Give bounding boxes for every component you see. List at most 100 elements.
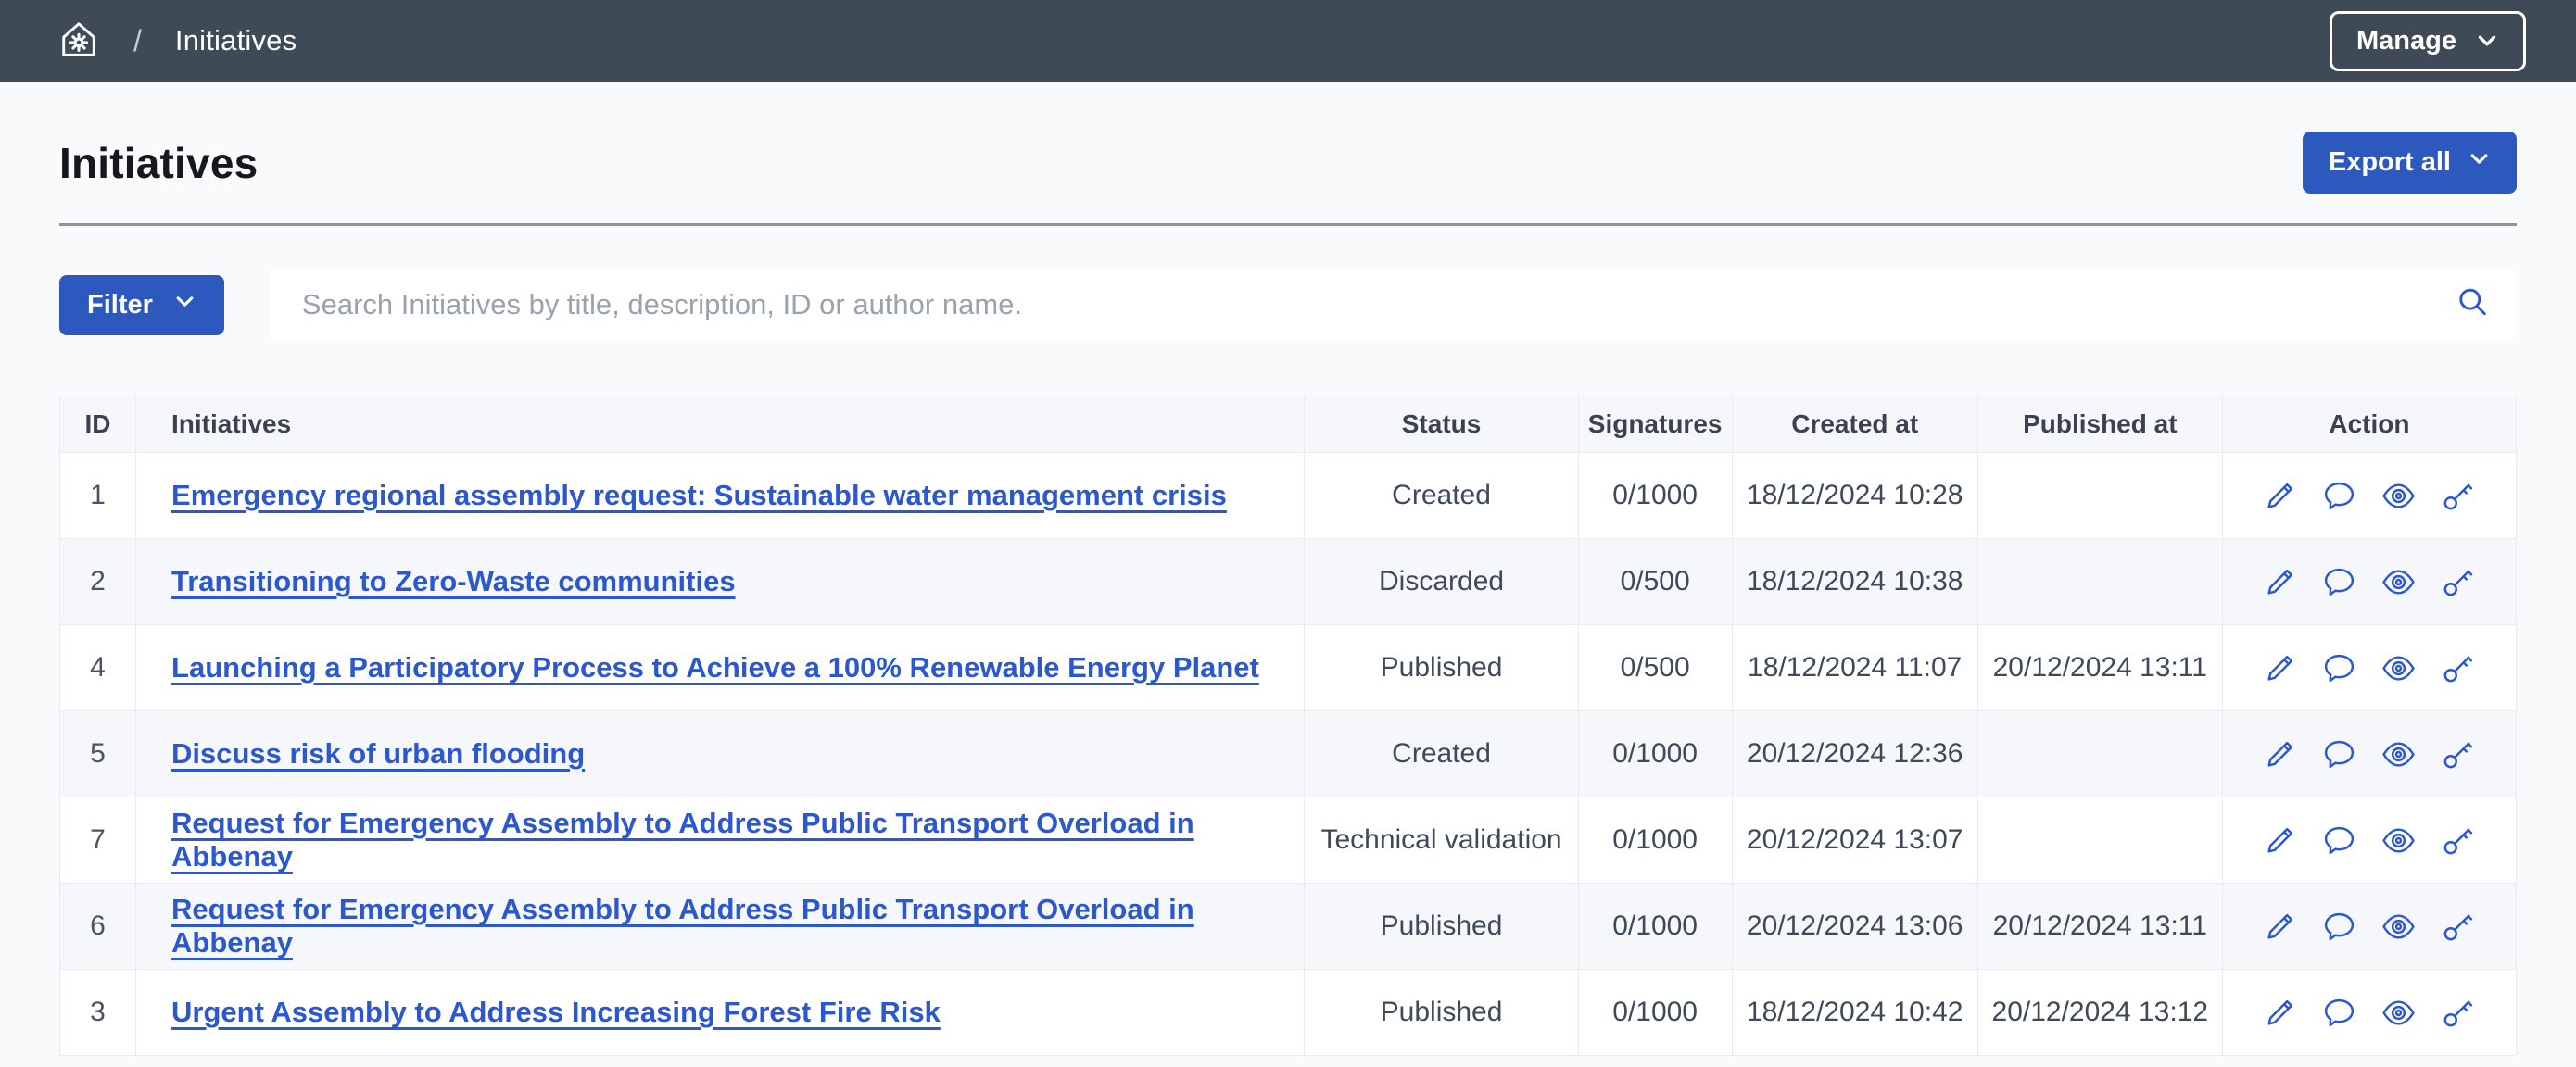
initiative-created-at: 20/12/2024 13:07 <box>1731 797 1978 884</box>
initiative-link[interactable]: Discuss risk of urban flooding <box>171 737 586 770</box>
action-buttons <box>2232 651 2507 685</box>
manage-button-label: Manage <box>2356 25 2456 56</box>
initiative-status: Published <box>1304 883 1579 970</box>
permissions-icon[interactable] <box>2441 479 2475 513</box>
export-all-button[interactable]: Export all <box>2302 132 2517 194</box>
preview-icon[interactable] <box>2381 565 2416 599</box>
column-header-status: Status <box>1304 395 1579 453</box>
edit-icon[interactable] <box>2263 565 2297 599</box>
preview-icon[interactable] <box>2381 823 2416 858</box>
initiative-signatures: 0/1000 <box>1577 969 1733 1056</box>
initiative-published-at: 20/12/2024 13:11 <box>1976 883 2223 970</box>
comment-icon[interactable] <box>2322 910 2356 944</box>
initiative-id: 6 <box>58 883 137 970</box>
comment-icon[interactable] <box>2322 479 2356 513</box>
comment-icon[interactable] <box>2322 565 2356 599</box>
edit-icon[interactable] <box>2263 479 2297 513</box>
permissions-icon[interactable] <box>2441 565 2475 599</box>
comment-icon[interactable] <box>2322 737 2356 772</box>
initiative-status: Discarded <box>1304 538 1579 625</box>
initiative-status: Technical validation <box>1304 797 1579 884</box>
initiative-created-at: 20/12/2024 13:06 <box>1731 883 1978 970</box>
action-buttons <box>2232 479 2507 513</box>
chevron-down-icon <box>2468 147 2491 178</box>
table-row: 5 Discuss risk of urban flooding Created… <box>58 710 2518 797</box>
action-buttons <box>2232 737 2507 772</box>
column-header-signatures: Signatures <box>1577 395 1733 453</box>
initiative-link[interactable]: Launching a Participatory Process to Ach… <box>171 651 1259 684</box>
edit-icon[interactable] <box>2263 737 2297 772</box>
title-divider <box>59 223 2517 226</box>
table-row: 2 Transitioning to Zero-Waste communitie… <box>58 538 2518 625</box>
initiatives-table: ID Initiatives Status Signatures Created… <box>58 395 2518 1056</box>
preview-icon[interactable] <box>2381 996 2416 1030</box>
initiative-created-at: 20/12/2024 12:36 <box>1731 710 1978 797</box>
initiative-created-at: 18/12/2024 10:38 <box>1731 538 1978 625</box>
initiative-link[interactable]: Request for Emergency Assembly to Addres… <box>171 807 1194 872</box>
preview-icon[interactable] <box>2381 737 2416 772</box>
search-icon[interactable] <box>2454 284 2491 326</box>
initiative-signatures: 0/500 <box>1577 624 1733 711</box>
search-input[interactable] <box>268 269 2517 341</box>
initiative-signatures: 0/1000 <box>1577 710 1733 797</box>
column-header-action: Action <box>2221 395 2518 453</box>
manage-button[interactable]: Manage <box>2330 10 2526 71</box>
initiative-link[interactable]: Emergency regional assembly request: Sus… <box>171 479 1227 511</box>
preview-icon[interactable] <box>2381 479 2416 513</box>
initiative-id: 7 <box>58 797 137 884</box>
column-header-initiatives: Initiatives <box>135 395 1306 453</box>
permissions-icon[interactable] <box>2441 910 2475 944</box>
initiative-status: Published <box>1304 624 1579 711</box>
chevron-down-icon <box>2475 29 2499 53</box>
edit-icon[interactable] <box>2263 996 2297 1030</box>
table-row: 7 Request for Emergency Assembly to Addr… <box>58 797 2518 884</box>
edit-icon[interactable] <box>2263 823 2297 858</box>
initiative-created-at: 18/12/2024 11:07 <box>1731 624 1978 711</box>
filter-button-label: Filter <box>87 289 153 320</box>
action-buttons <box>2232 910 2507 944</box>
initiative-signatures: 0/1000 <box>1577 797 1733 884</box>
permissions-icon[interactable] <box>2441 651 2475 685</box>
main-content: Initiatives Export all Filter <box>0 132 2576 1056</box>
admin-home-button[interactable] <box>57 19 100 64</box>
search-bar <box>268 269 2517 341</box>
initiative-status: Created <box>1304 452 1579 539</box>
initiative-published-at <box>1976 538 2223 625</box>
initiative-link[interactable]: Transitioning to Zero-Waste communities <box>171 565 736 597</box>
initiative-signatures: 0/1000 <box>1577 452 1733 539</box>
permissions-icon[interactable] <box>2441 996 2475 1030</box>
action-buttons <box>2232 996 2507 1030</box>
edit-icon[interactable] <box>2263 651 2297 685</box>
top-navbar: / Initiatives Manage <box>0 0 2576 82</box>
comment-icon[interactable] <box>2322 823 2356 858</box>
initiative-id: 1 <box>58 452 137 539</box>
column-header-created-at: Created at <box>1731 395 1978 453</box>
initiative-signatures: 0/1000 <box>1577 883 1733 970</box>
permissions-icon[interactable] <box>2441 823 2475 858</box>
initiative-published-at <box>1976 452 2223 539</box>
action-buttons <box>2232 823 2507 858</box>
initiative-published-at <box>1976 797 2223 884</box>
initiative-link[interactable]: Urgent Assembly to Address Increasing Fo… <box>171 996 941 1028</box>
initiative-published-at <box>1976 710 2223 797</box>
permissions-icon[interactable] <box>2441 737 2475 772</box>
column-header-id: ID <box>58 395 137 453</box>
initiative-status: Published <box>1304 969 1579 1056</box>
home-gear-icon <box>57 19 100 64</box>
edit-icon[interactable] <box>2263 910 2297 944</box>
initiative-created-at: 18/12/2024 10:28 <box>1731 452 1978 539</box>
initiative-published-at: 20/12/2024 13:12 <box>1976 969 2223 1056</box>
comment-icon[interactable] <box>2322 651 2356 685</box>
initiative-status: Created <box>1304 710 1579 797</box>
table-row: 4 Launching a Participatory Process to A… <box>58 624 2518 711</box>
initiative-id: 5 <box>58 710 137 797</box>
filter-button[interactable]: Filter <box>59 274 224 335</box>
initiative-link[interactable]: Request for Emergency Assembly to Addres… <box>171 893 1194 959</box>
preview-icon[interactable] <box>2381 910 2416 944</box>
preview-icon[interactable] <box>2381 651 2416 685</box>
page-title: Initiatives <box>59 138 259 187</box>
comment-icon[interactable] <box>2322 996 2356 1030</box>
initiative-published-at: 20/12/2024 13:11 <box>1976 624 2223 711</box>
table-body: 1 Emergency regional assembly request: S… <box>58 452 2518 1056</box>
table-row: 6 Request for Emergency Assembly to Addr… <box>58 883 2518 970</box>
